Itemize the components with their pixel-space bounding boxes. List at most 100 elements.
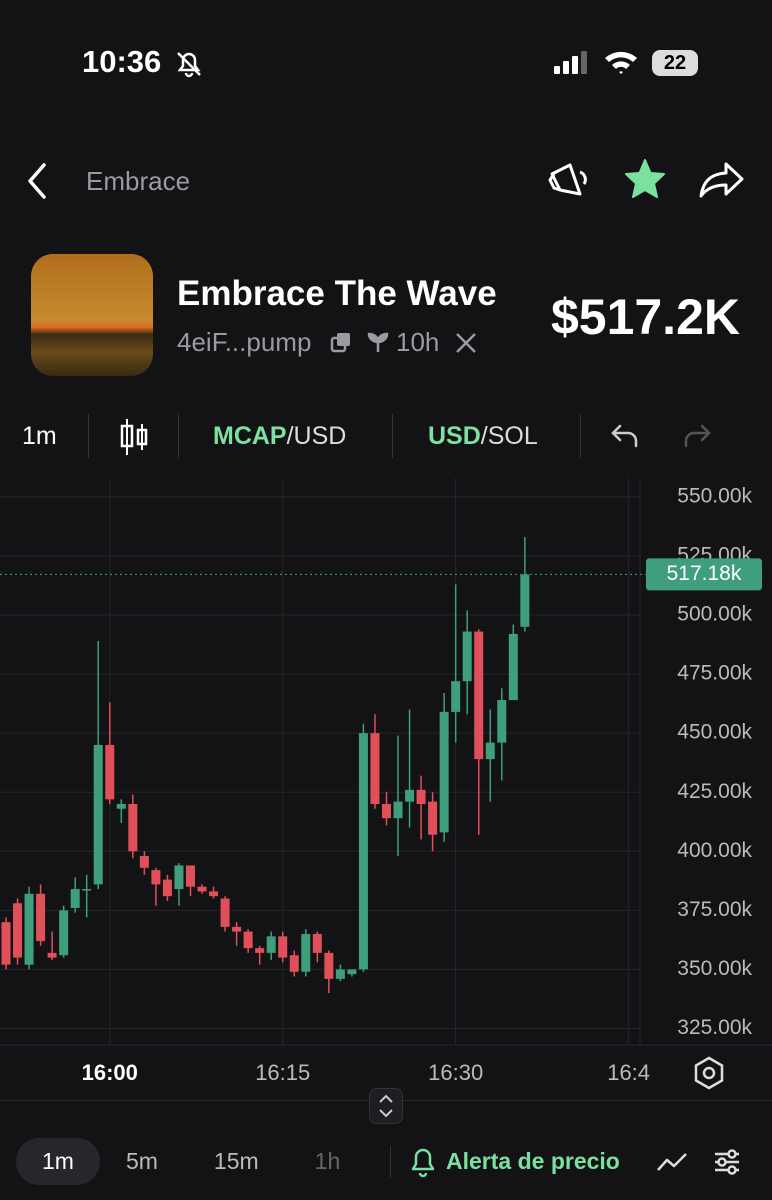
candle-body <box>36 893 46 942</box>
y-tick-label: 375.00k <box>677 898 752 921</box>
candle-body <box>59 910 69 956</box>
separator <box>392 414 393 458</box>
candle-body <box>151 870 161 885</box>
candle-body <box>116 804 126 809</box>
candle-body <box>47 952 57 958</box>
candle-body <box>451 681 461 712</box>
signal-icon <box>554 51 587 74</box>
candle-body <box>174 865 184 890</box>
redo-button[interactable] <box>682 422 712 450</box>
interval-tab[interactable]: 5m <box>125 1147 158 1174</box>
usd-label: USD <box>428 422 481 450</box>
candle-body <box>255 948 265 953</box>
undo-button[interactable] <box>610 422 640 450</box>
wifi-icon <box>605 51 637 74</box>
currency-toggle[interactable]: USD/SOL <box>428 422 538 451</box>
candle-body <box>347 969 357 975</box>
candle-body <box>93 744 103 885</box>
candle-body <box>24 893 34 965</box>
y-tick-label: 475.00k <box>677 662 752 685</box>
y-tick-label: 400.00k <box>677 839 752 862</box>
candle-body <box>381 804 391 819</box>
candle-body <box>162 879 172 897</box>
sprout-icon <box>367 332 389 352</box>
candle-body <box>232 926 242 932</box>
share-button[interactable] <box>698 160 746 200</box>
interval-tab[interactable]: 1h <box>314 1147 341 1174</box>
candle-body <box>428 801 438 835</box>
x-tick-label: 16:00 <box>82 1060 138 1085</box>
candle-body <box>82 889 92 891</box>
x-tick-label: 16:15 <box>255 1060 310 1085</box>
separator <box>88 414 89 458</box>
favorite-button[interactable] <box>623 158 667 200</box>
candle-body <box>370 733 380 805</box>
candle-body <box>474 631 484 760</box>
x-link[interactable] <box>455 332 477 354</box>
token-age: 10h <box>396 327 440 357</box>
candle-body <box>128 804 138 852</box>
candle-body <box>139 856 149 868</box>
candle-body <box>209 891 219 897</box>
copy-icon[interactable] <box>330 331 352 353</box>
candle-body <box>220 898 230 927</box>
token-address[interactable]: 4eiF...pump <box>177 327 312 357</box>
candle-body <box>105 744 115 800</box>
filter-button[interactable] <box>712 1146 742 1176</box>
candle-body <box>185 865 195 887</box>
chart-settings-button[interactable] <box>692 1056 726 1090</box>
indicator-button[interactable] <box>656 1148 688 1176</box>
interval-tab[interactable]: 15m <box>213 1147 259 1174</box>
candle-body <box>508 633 518 701</box>
candle-body <box>393 801 403 819</box>
interval-tabs: 1m 5m 15m 1h <box>16 1137 370 1185</box>
candle-type-button[interactable] <box>118 418 150 456</box>
bell-icon <box>411 1148 435 1178</box>
mcap-toggle[interactable]: MCAP/USD <box>213 422 346 451</box>
y-tick-label: 325.00k <box>677 1016 752 1039</box>
y-tick-label: 550.00k <box>677 484 752 507</box>
last-price-label: 517.18k <box>667 562 742 585</box>
chart-interval[interactable]: 1m <box>22 422 57 450</box>
y-tick-label: 350.00k <box>677 957 752 980</box>
candle-body <box>266 936 276 953</box>
interval-tab[interactable]: 1m <box>16 1137 100 1185</box>
candle-body <box>289 955 299 972</box>
nav-title: Embrace <box>86 166 191 196</box>
candle-body <box>301 933 311 972</box>
candle-body <box>335 969 345 979</box>
x-tick-label: 16:4 <box>607 1060 650 1085</box>
candle-body <box>358 733 368 970</box>
candle-body <box>497 700 507 743</box>
mcap-unit: /USD <box>286 422 347 450</box>
candle-body <box>439 711 449 833</box>
battery: 22 <box>652 50 698 76</box>
candle-body <box>485 742 495 760</box>
candle-body <box>243 931 253 949</box>
back-button[interactable] <box>24 162 52 200</box>
mute-icon <box>177 52 201 78</box>
separator <box>390 1146 391 1178</box>
candle-body <box>520 574 530 627</box>
candle-body <box>312 933 322 953</box>
y-tick-label: 450.00k <box>677 721 752 744</box>
candle-body <box>278 936 288 958</box>
y-tick-label: 425.00k <box>677 780 752 803</box>
y-tick-label: 500.00k <box>677 603 752 626</box>
last-price-badge <box>646 558 762 591</box>
candle-body <box>13 903 23 958</box>
candle-body <box>1 922 11 965</box>
token-price: $517.2K <box>550 289 740 345</box>
candle-body <box>416 789 426 805</box>
usd-unit: /SOL <box>480 422 538 450</box>
expand-handle[interactable] <box>369 1088 403 1124</box>
candle-body <box>197 886 207 892</box>
announce-button[interactable] <box>546 160 590 202</box>
mcap-label: MCAP <box>213 422 287 450</box>
candle-body <box>324 952 334 979</box>
price-alert-button[interactable]: Alerta de precio <box>446 1148 620 1174</box>
x-tick-label: 16:30 <box>428 1060 483 1085</box>
token-name: Embrace The Wave <box>177 274 497 313</box>
